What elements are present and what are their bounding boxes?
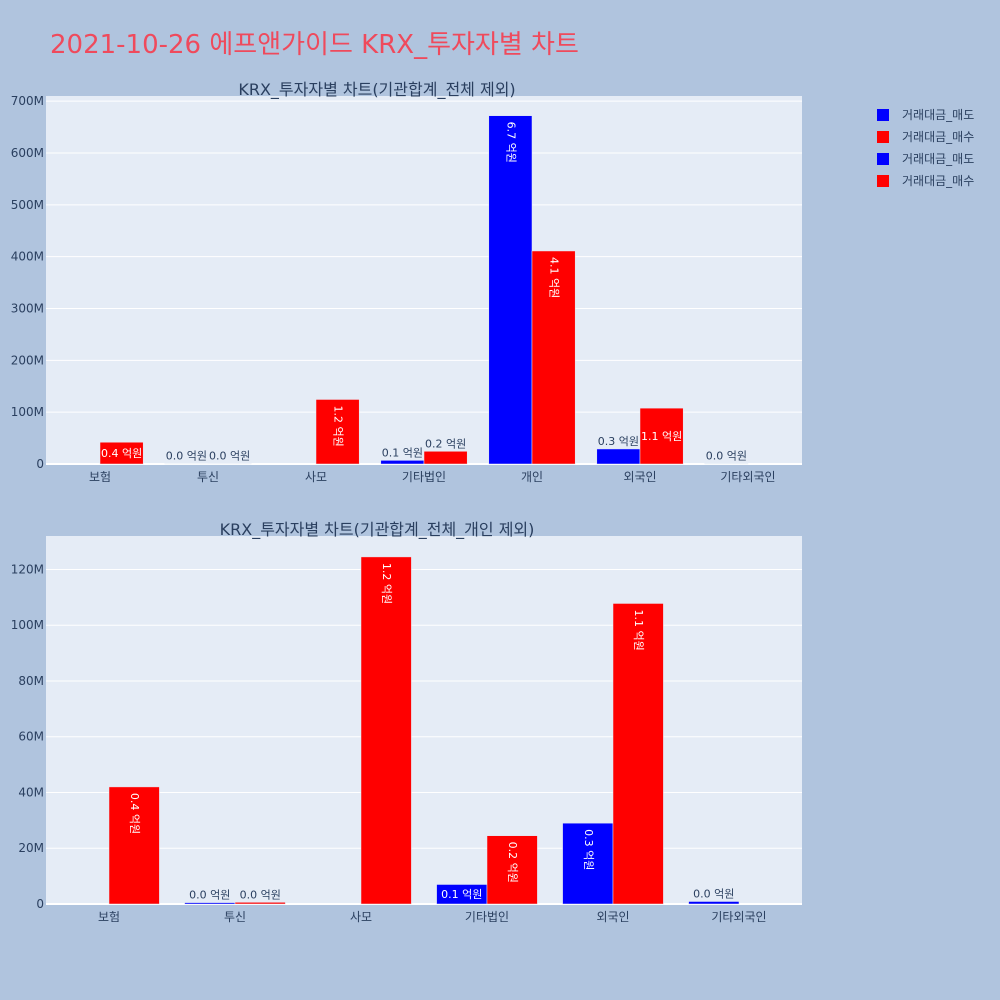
bar-data-label: 1.2 억원 [332,405,345,446]
bar-data-label: 0.0 억원 [706,450,747,463]
y-tick-label: 100M [11,618,44,632]
chart-investor-total: 0 100M 200M 300M 400M 500M 600M 700M KRX_투자자별 차트… [11,80,802,484]
legend-item-label: 거래대금_매도 [902,108,974,122]
bar-data-label: 0.0 억원 [166,450,207,463]
x-tick-label: 기타외국인 [711,910,766,924]
bar-data-label: 0.3 억원 [598,435,639,448]
y-tick-label: 400M [11,250,44,264]
buy-bar [234,902,286,905]
bar-data-label: 1.2 억원 [380,563,393,604]
x-tick-label: 외국인 [623,470,656,484]
bar-data-label: 0.2 억원 [425,437,466,450]
chart-title: KRX_투자자별 차트(기관합계_전체_개인 제외) [220,520,535,540]
x-tick-label: 보험 [89,470,111,484]
plot-area [46,96,802,464]
buy-bar [486,835,538,905]
y-tick-label: 60M [18,730,44,744]
legend-swatch [877,131,889,143]
buy-bar [612,603,664,905]
sell-bar [596,448,641,465]
y-tick-label: 100M [11,405,44,419]
legend-swatch [877,175,889,187]
x-tick-label: 외국인 [596,910,629,924]
bar-data-label: 1.1 억원 [641,430,682,443]
x-tick-label: 기타법인 [465,910,509,924]
x-tick-label: 보험 [98,910,120,924]
buy-bar [360,556,412,905]
bar-data-label: 0.0 억원 [240,888,281,901]
buy-bar [639,407,684,465]
y-tick-label: 0 [36,897,44,911]
legend-item-label: 거래대금_매수 [902,174,974,188]
sell-bar [562,822,614,905]
y-tick-label: 0 [36,457,44,471]
buy-bar [108,786,160,905]
bar-data-label: 0.0 억원 [693,887,734,900]
sell-bar [380,460,425,465]
y-tick-label: 20M [18,841,44,855]
bar-data-label: 6.7 억원 [504,122,517,163]
buy-bar [531,250,576,465]
sell-bar [488,115,533,465]
bar-data-label: 0.4 억원 [128,793,141,834]
bar-data-label: 0.4 억원 [101,447,142,460]
x-tick-label: 기타외국인 [720,470,775,484]
x-tick-label: 사모 [305,470,327,484]
y-tick-label: 40M [18,785,44,799]
x-tick-label: 사모 [350,910,372,924]
y-tick-label: 300M [11,302,44,316]
bar-data-label: 0.1 억원 [441,888,482,901]
buy-bar [99,441,144,465]
chart-title: KRX_투자자별 차트(기관합계_전체 제외) [238,80,515,100]
legend-item-label: 거래대금_매도 [902,152,974,166]
bar-data-label: 0.3 억원 [582,829,595,870]
y-tick-label: 700M [11,94,44,108]
page-title: 2021-10-26 에프앤가이드 KRX_투자자별 차트 [50,30,579,60]
buy-bar [423,451,468,465]
y-tick-label: 200M [11,353,44,367]
plot-area [46,536,802,904]
legend-swatch [877,153,889,165]
legend-swatch [877,109,889,121]
x-tick-label: 개인 [521,470,543,484]
bar-data-label: 4.1 억원 [548,257,561,298]
chart-investor-excl-individual: 0 20M 40M 60M 80M 100M 120M KRX_투자자별 차트(기관합계_전체… [11,520,802,924]
sell-bar [184,902,236,905]
y-tick-label: 80M [18,674,44,688]
y-tick-label: 500M [11,198,44,212]
x-tick-label: 투신 [224,910,246,924]
x-tick-label: 기타법인 [402,470,446,484]
bar-data-label: 0.2 억원 [506,842,519,883]
bar-data-label: 1.1 억원 [632,609,645,650]
bar-data-label: 0.1 억원 [382,446,423,459]
y-tick-label: 600M [11,146,44,160]
x-tick-label: 투신 [197,470,219,484]
y-tick-label: 120M [11,562,44,576]
sell-bar [688,901,740,905]
bar-data-label: 0.0 억원 [189,889,230,902]
buy-bar [315,399,360,465]
legend-item-label: 거래대금_매수 [902,130,974,144]
bar-data-label: 0.0 억원 [209,450,250,463]
